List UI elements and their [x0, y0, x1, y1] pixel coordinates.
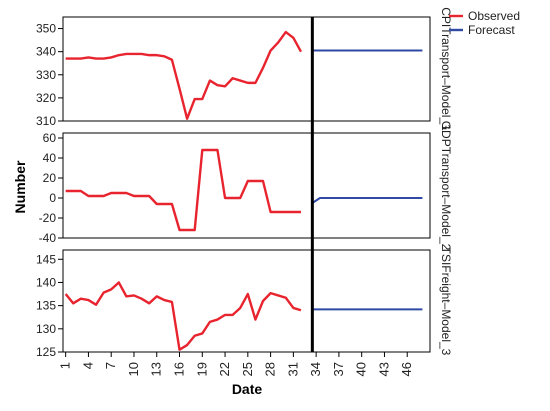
y-tick-label: 130: [36, 322, 56, 336]
x-tick-label: 34: [308, 362, 323, 376]
y-tick-label: 330: [36, 68, 56, 82]
y-tick-label: 320: [36, 91, 56, 105]
y-tick-label: -20: [39, 211, 57, 225]
legend-label: Observed: [468, 9, 520, 23]
x-tick-label: 16: [172, 362, 187, 376]
panel-3: 125 130 135 140 145 TSIFreight–Model_3: [36, 247, 453, 359]
y-tick-label: 350: [36, 22, 56, 36]
panel-frame: [62, 132, 431, 239]
chart-panels: 310 320 330 340 350 CPITransport–Model_1 -40 -2…: [36, 7, 453, 359]
x-tick-label: 43: [376, 362, 391, 376]
facet-label: TSIFreight–Model_3: [439, 247, 453, 356]
panel-1: 310 320 330 340 350 CPITransport–Model_1: [36, 7, 453, 131]
y-tick-label: 0: [49, 191, 56, 205]
x-tick-label: 46: [399, 362, 414, 376]
legend-label: Forecast: [468, 23, 515, 37]
x-tick-label: 37: [331, 362, 346, 376]
panel-frame: [62, 249, 431, 353]
x-tick-label: 7: [103, 362, 118, 369]
x-tick-label: 31: [285, 362, 300, 376]
y-tick-label: 20: [43, 171, 57, 185]
facet-label: GDPTransport–Model_2: [439, 121, 453, 251]
facet-label: CPITransport–Model_1: [439, 7, 453, 131]
x-axis-title: Date: [232, 381, 263, 397]
x-tick-label: 22: [217, 362, 232, 376]
y-tick-label: 60: [43, 131, 57, 145]
x-tick-label: 13: [149, 362, 164, 376]
y-axis-title: Number: [12, 160, 28, 213]
observed-series-line: [65, 30, 303, 120]
y-tick-label: 125: [36, 345, 56, 359]
y-tick-label: 310: [36, 114, 56, 128]
y-tick-label: 145: [36, 252, 56, 266]
panel-frame: [62, 16, 431, 122]
y-tick-label: 135: [36, 299, 56, 313]
y-tick-label: 340: [36, 45, 56, 59]
x-tick-label: 1: [58, 362, 73, 369]
y-tick-label: 140: [36, 275, 56, 289]
y-tick-label: 40: [43, 151, 57, 165]
forecast-series-line: [311, 197, 423, 204]
x-tick-label: 40: [354, 362, 369, 376]
x-tick-label: 10: [126, 362, 141, 376]
x-tick-label: 4: [80, 362, 95, 369]
observed-series-line: [64, 281, 302, 351]
x-tick-label: 25: [240, 362, 255, 376]
observed-series-line: [65, 148, 301, 232]
panel-2: -40 -20 0 20 40 60 GDPTransport–Model_2: [39, 121, 453, 251]
x-tick-label: 19: [194, 362, 209, 376]
x-axis: 1 4 7 10 13 16 19 22 25 28 31 34 37 40 43 46: [58, 352, 414, 376]
x-tick-label: 28: [263, 362, 278, 376]
y-tick-label: -40: [39, 231, 57, 245]
